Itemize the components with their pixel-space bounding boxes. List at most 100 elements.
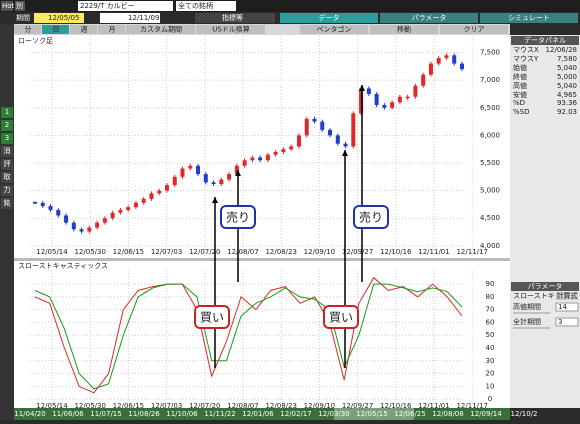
panel-key: 安値 (513, 90, 527, 99)
side-label: 消 (4, 146, 11, 155)
range-btn[interactable] (196, 25, 265, 34)
side-btn[interactable] (1, 146, 13, 157)
y-tick-label: 4,000 (480, 242, 500, 250)
param-input[interactable] (555, 302, 579, 312)
y-tick-label: 5,500 (480, 159, 500, 167)
panel-value: 5,000 (557, 73, 577, 81)
tab-label: シミュレート (508, 14, 550, 22)
y-tick-label: 90 (486, 280, 495, 288)
candle (64, 215, 69, 223)
tab[interactable] (380, 13, 478, 23)
range-label: 月 (109, 26, 116, 34)
candle (366, 88, 371, 94)
date-from-text: 12/05/05 (48, 14, 79, 22)
indicators-btn[interactable] (195, 13, 275, 23)
hot-btn[interactable] (1, 1, 13, 11)
y-tick-label: 7,000 (480, 76, 500, 84)
betsu-btn[interactable] (15, 1, 25, 11)
candle (196, 165, 201, 175)
stoch-line (34, 276, 463, 394)
tool-btn[interactable] (370, 25, 438, 34)
timeline-label: 12/03/30 (318, 410, 349, 418)
timeline-label: 12/06/25 (394, 410, 425, 418)
range-btn[interactable] (126, 25, 195, 34)
candle (428, 63, 433, 75)
panel-header (511, 36, 579, 45)
y-tick-label: 10 (486, 382, 495, 390)
side-btn[interactable] (1, 159, 13, 170)
range-btn[interactable] (14, 25, 41, 34)
panel-key: 高値 (513, 81, 527, 90)
date-to[interactable] (100, 13, 160, 23)
formula-btn[interactable] (556, 292, 578, 300)
candle (250, 157, 255, 161)
timeline-label: 12/05/15 (356, 410, 387, 418)
side-label: 評 (4, 159, 11, 168)
universe: 全ての銘柄 (178, 1, 213, 10)
candle (335, 135, 340, 144)
candle (87, 227, 92, 232)
side-btn[interactable] (1, 172, 13, 183)
candle (141, 198, 146, 203)
candle (79, 229, 84, 232)
arrow-head (235, 170, 241, 176)
annotation: 買い (329, 311, 353, 325)
tab-label: データ (319, 13, 340, 22)
symbol-input[interactable] (78, 1, 173, 11)
y-tick-label: 4,500 (480, 214, 500, 222)
x-tick-label: 12/07/20 (189, 248, 220, 256)
y-tick-label: 6,000 (480, 131, 500, 139)
candle (33, 201, 37, 204)
side-btn[interactable] (1, 133, 13, 144)
universe-select[interactable] (176, 1, 236, 11)
timeline-label: 11/11/22 (204, 410, 235, 418)
tool-label: 移動 (397, 25, 411, 34)
y-tick-label: 30 (486, 357, 495, 365)
timeline-label: 12/08/08 (432, 410, 463, 418)
candle (227, 174, 232, 180)
panel-value: 93.36 (557, 99, 578, 107)
candle (110, 212, 115, 219)
candle (289, 146, 294, 150)
side-btn[interactable] (1, 198, 13, 209)
x-tick-label: 12/10/16 (380, 248, 412, 256)
candle (304, 118, 309, 136)
param-key: 高値期間 (513, 302, 541, 311)
param-formula: 計算式 (557, 291, 578, 300)
indicators: 指標等 (222, 13, 243, 22)
param-value: 14 (558, 303, 567, 311)
tool-btn[interactable] (300, 25, 368, 34)
panel-value: 92.03 (557, 108, 577, 116)
date-from[interactable] (34, 13, 84, 23)
y-tick-label: 40 (486, 344, 495, 352)
side-btn[interactable] (1, 185, 13, 196)
param-input[interactable] (555, 317, 579, 327)
panel-value: 5,040 (557, 64, 577, 72)
candle (118, 209, 123, 213)
param-value: 3 (558, 318, 562, 326)
param-key: 全計期間 (513, 317, 541, 326)
range-btn[interactable] (98, 25, 125, 34)
range-btn[interactable] (42, 25, 69, 34)
timeline-label: 11/07/15 (90, 410, 121, 418)
x-tick-label: 12/09/10 (304, 402, 335, 410)
candle (452, 55, 457, 64)
timeline-window[interactable] (334, 408, 414, 420)
timeline-label: 12/01/06 (242, 410, 274, 418)
candle (359, 88, 364, 114)
tab[interactable] (280, 13, 378, 23)
tab[interactable] (480, 13, 578, 23)
tab-label: パラメータ (412, 13, 447, 22)
param-indicator: スローストキャ (513, 292, 562, 300)
annotation-box (194, 305, 230, 329)
side-btn[interactable] (1, 120, 13, 131)
candle (328, 129, 333, 136)
side-btn[interactable] (1, 107, 13, 118)
range-label: 週 (81, 25, 88, 34)
range-btn[interactable] (70, 25, 97, 34)
candle (312, 118, 317, 122)
tool-btn[interactable] (440, 25, 508, 34)
candle (258, 157, 263, 161)
candle (397, 96, 402, 103)
side-panel (510, 35, 580, 408)
